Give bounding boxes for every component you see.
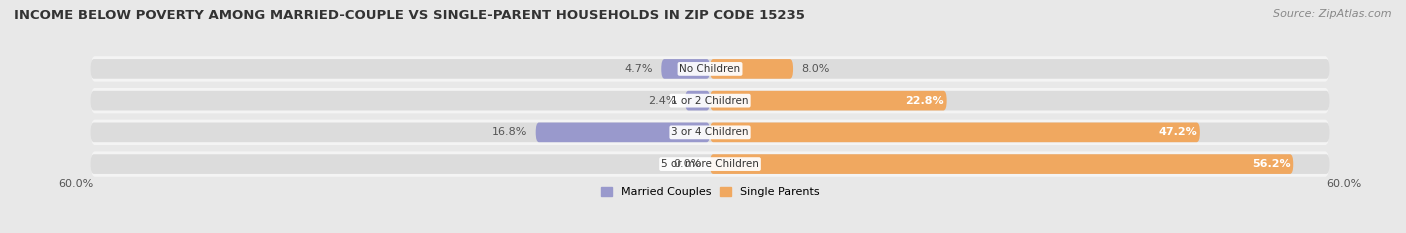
FancyBboxPatch shape — [91, 151, 1329, 177]
FancyBboxPatch shape — [710, 59, 793, 79]
Text: 4.7%: 4.7% — [624, 64, 652, 74]
FancyBboxPatch shape — [90, 123, 1330, 142]
FancyBboxPatch shape — [536, 123, 710, 142]
FancyBboxPatch shape — [685, 91, 710, 110]
Text: No Children: No Children — [679, 64, 741, 74]
FancyBboxPatch shape — [91, 120, 1329, 145]
Text: 22.8%: 22.8% — [905, 96, 945, 106]
Text: 56.2%: 56.2% — [1253, 159, 1291, 169]
Text: 8.0%: 8.0% — [801, 64, 830, 74]
Text: 60.0%: 60.0% — [58, 179, 94, 189]
Text: 60.0%: 60.0% — [1326, 179, 1362, 189]
FancyBboxPatch shape — [661, 59, 710, 79]
Text: 3 or 4 Children: 3 or 4 Children — [671, 127, 749, 137]
FancyBboxPatch shape — [90, 154, 1330, 174]
Text: 1 or 2 Children: 1 or 2 Children — [671, 96, 749, 106]
FancyBboxPatch shape — [91, 88, 1329, 113]
Text: 5 or more Children: 5 or more Children — [661, 159, 759, 169]
Text: 2.4%: 2.4% — [648, 96, 676, 106]
Text: 47.2%: 47.2% — [1159, 127, 1198, 137]
FancyBboxPatch shape — [91, 56, 1329, 82]
FancyBboxPatch shape — [710, 91, 946, 110]
FancyBboxPatch shape — [90, 59, 1330, 79]
Text: 0.0%: 0.0% — [673, 159, 702, 169]
Text: 16.8%: 16.8% — [492, 127, 527, 137]
FancyBboxPatch shape — [90, 91, 1330, 110]
Text: Source: ZipAtlas.com: Source: ZipAtlas.com — [1274, 9, 1392, 19]
FancyBboxPatch shape — [710, 123, 1199, 142]
Text: INCOME BELOW POVERTY AMONG MARRIED-COUPLE VS SINGLE-PARENT HOUSEHOLDS IN ZIP COD: INCOME BELOW POVERTY AMONG MARRIED-COUPL… — [14, 9, 804, 22]
Legend: Married Couples, Single Parents: Married Couples, Single Parents — [600, 187, 820, 197]
FancyBboxPatch shape — [710, 154, 1294, 174]
